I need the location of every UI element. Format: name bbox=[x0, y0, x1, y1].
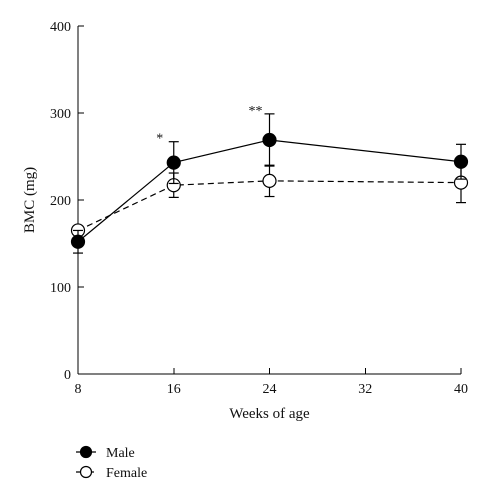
y-axis-title: BMC (mg) bbox=[22, 167, 38, 233]
data-point-male bbox=[70, 234, 86, 249]
significance-marker: ** bbox=[249, 104, 263, 119]
data-point-male bbox=[453, 154, 469, 169]
annotation-layer: *** bbox=[156, 104, 262, 147]
x-tick-label: 32 bbox=[358, 382, 372, 397]
data-point-male bbox=[262, 132, 277, 148]
series-line-female bbox=[77, 180, 462, 231]
x-axis-title: Weeks of age bbox=[229, 406, 310, 422]
legend-label: Female bbox=[106, 466, 147, 481]
significance-marker: * bbox=[156, 132, 163, 147]
legend-marker bbox=[79, 445, 93, 459]
x-tick-label: 16 bbox=[167, 382, 181, 397]
y-tick-label: 300 bbox=[50, 107, 71, 122]
legend-marker bbox=[79, 465, 93, 479]
legend-item-female: Female bbox=[76, 465, 147, 481]
series-layer bbox=[70, 113, 469, 254]
legend: Male Female bbox=[76, 445, 147, 481]
x-tick-label: 24 bbox=[263, 382, 277, 397]
x-tick-label: 8 bbox=[75, 382, 82, 397]
x-tick-label: 40 bbox=[454, 382, 468, 397]
y-tick-label: 400 bbox=[50, 20, 71, 35]
legend-item-male: Male bbox=[76, 445, 135, 461]
y-tick-label: 200 bbox=[50, 194, 71, 209]
series-line-male bbox=[77, 139, 462, 243]
legend-label: Male bbox=[106, 446, 135, 461]
data-point-female bbox=[262, 173, 277, 188]
axes-layer: 0 100 200 300 400 8 16 24 32 40 Weeks of age BMC (m… bbox=[22, 20, 468, 422]
y-tick-label: 0 bbox=[64, 368, 71, 383]
data-point-male bbox=[166, 155, 181, 170]
series-female bbox=[70, 161, 469, 238]
y-tick-label: 100 bbox=[50, 281, 71, 296]
series-male bbox=[70, 113, 469, 254]
